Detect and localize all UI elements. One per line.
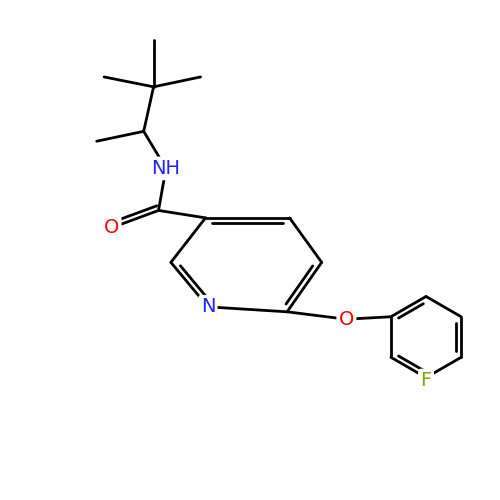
Text: N: N [200,298,215,316]
Text: O: O [338,310,354,328]
Text: F: F [420,371,432,390]
Text: NH: NH [152,159,180,178]
Text: O: O [104,218,119,237]
